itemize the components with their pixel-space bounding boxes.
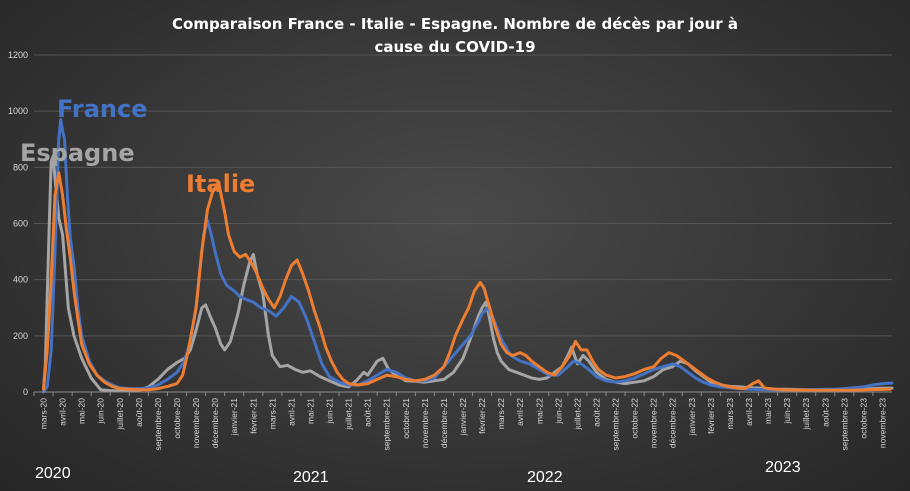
x-tick-label: juin-22 [553, 398, 563, 425]
y-axis-tick-labels: 0 200 400 600 800 1000 1200 [8, 50, 28, 397]
x-tick-label: mai-21 [305, 398, 315, 424]
chart-title-line-1: Comparaison France - Italie - Espagne. N… [172, 15, 738, 33]
x-tick-label: septembre-23 [839, 398, 849, 451]
x-tick-label: août-23 [820, 398, 830, 427]
x-tick-label: mars-21 [267, 398, 277, 429]
x-tick-label: février-21 [248, 398, 258, 434]
x-tick-label: juillet-21 [344, 398, 354, 431]
series-line-france [42, 118, 894, 394]
x-tick-label: juillet-20 [115, 398, 125, 431]
x-tick-label: novembre-22 [649, 398, 659, 448]
x-tick-label: novembre-21 [420, 398, 430, 448]
x-tick-label: octobre-20 [172, 398, 182, 439]
y-tick-label-600: 600 [13, 219, 28, 229]
y-tick-label-400: 400 [13, 275, 28, 285]
x-tick-label: mai-20 [77, 398, 87, 424]
series-label-espagne: Espagne [20, 139, 135, 167]
x-tick-label: avril-21 [286, 398, 296, 426]
x-tick-label: mars-23 [725, 398, 735, 429]
x-tick-label: janvier-21 [229, 398, 239, 437]
x-tick-label: octobre-22 [630, 398, 640, 439]
x-tick-label: mai-22 [534, 398, 544, 424]
year-label-2023: 2023 [765, 459, 801, 476]
chart-title-line-2: cause du COVID-19 [374, 38, 535, 56]
year-label-2022: 2022 [527, 469, 563, 486]
x-tick-label: septembre-20 [153, 398, 163, 451]
x-tick-label: janvier-22 [458, 398, 468, 437]
x-tick-label: juin-21 [325, 398, 335, 425]
x-tick-label: décembre-22 [668, 398, 678, 448]
series-label-italie: Italie [186, 170, 255, 198]
x-tick-label: décembre-20 [210, 398, 220, 448]
x-tick-label: août-22 [591, 398, 601, 427]
x-tick-label: mars-20 [39, 398, 49, 429]
x-tick-label: mars-22 [496, 398, 506, 429]
x-tick-label: novembre-20 [191, 398, 201, 448]
x-tick-label: novembre-23 [877, 398, 887, 448]
y-tick-label-0: 0 [23, 387, 28, 397]
gridlines [34, 54, 892, 337]
x-tick-label: juillet-23 [801, 398, 811, 431]
x-tick-label: avril-22 [515, 398, 525, 426]
y-tick-label-200: 200 [13, 331, 28, 341]
series-label-france: France [57, 95, 147, 123]
x-tick-label: octobre-23 [858, 398, 868, 439]
x-tick-label: décembre-21 [439, 398, 449, 448]
x-tick-label: février-22 [477, 398, 487, 434]
y-tick-label-800: 800 [13, 162, 28, 172]
x-tick-label: février-23 [706, 398, 716, 434]
year-label-2020: 2020 [35, 465, 71, 482]
x-tick-label: janvier-23 [687, 398, 697, 437]
series-line-espagne [42, 154, 894, 393]
x-tick-label: septembre-22 [611, 398, 621, 451]
x-tick-label: avril-23 [744, 398, 754, 426]
x-tick-label: mai-23 [763, 398, 773, 424]
series-line-italie [42, 171, 892, 392]
x-tick-label: juin-23 [782, 398, 792, 425]
x-axis-tick-labels: mars-20 avril-20 mai-20 juin-20 juillet-20 ao… [33, 392, 887, 451]
x-tick-label: juin-20 [96, 398, 106, 425]
y-tick-label-1200: 1200 [8, 50, 28, 60]
x-tick-label: août-20 [134, 398, 144, 427]
series-lines [42, 118, 894, 394]
y-tick-label-1000: 1000 [8, 106, 28, 116]
x-tick-label: avril-20 [58, 398, 68, 426]
x-tick-label: septembre-21 [382, 398, 392, 451]
x-tick-label: juillet-22 [572, 398, 582, 431]
x-tick-label: octobre-21 [401, 398, 411, 439]
x-tick-label: août-21 [363, 398, 373, 427]
year-label-2021: 2021 [293, 469, 329, 486]
